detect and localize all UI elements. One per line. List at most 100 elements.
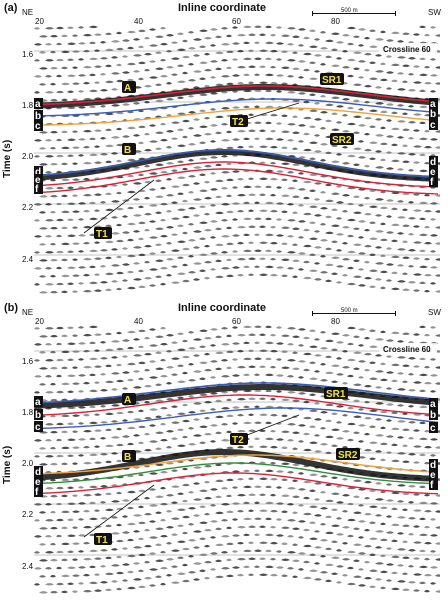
trace-trough xyxy=(50,398,58,402)
trace-trough xyxy=(111,372,120,375)
trace-trough xyxy=(375,578,382,581)
trace-trough xyxy=(83,81,90,85)
trace-trough xyxy=(314,578,322,581)
trace-trough xyxy=(358,440,364,443)
trace-trough xyxy=(243,57,252,61)
trace-trough xyxy=(61,210,70,214)
trace-trough xyxy=(424,333,430,337)
trace-trough xyxy=(397,152,406,155)
trace-trough xyxy=(127,174,134,178)
trace-trough xyxy=(380,270,388,274)
trace-trough xyxy=(215,335,222,339)
trace-trough xyxy=(419,153,426,157)
trace-trough xyxy=(243,405,250,409)
trace-trough xyxy=(72,130,78,133)
trace-trough xyxy=(386,387,392,390)
trace-trough xyxy=(320,410,328,414)
trace-trough xyxy=(276,58,282,61)
trace-trough xyxy=(402,364,410,368)
trace-trough xyxy=(287,551,296,554)
trace-trough xyxy=(402,272,408,276)
trace-trough xyxy=(358,44,364,47)
trace-trough xyxy=(94,589,102,592)
trace-trough xyxy=(166,66,174,69)
trace-trough xyxy=(100,40,106,44)
trace-trough xyxy=(199,393,208,396)
trace-trough xyxy=(45,439,52,442)
trace-trough xyxy=(281,542,288,546)
x-axis-title: Inline coordinate xyxy=(178,302,267,314)
trace-trough xyxy=(380,426,386,430)
trace-trough xyxy=(199,109,206,112)
trace-trough xyxy=(94,333,102,336)
trace-trough xyxy=(94,65,102,68)
trace-trough xyxy=(127,522,136,526)
trace-trough xyxy=(50,130,58,134)
trace-trough xyxy=(397,104,404,107)
trace-trough xyxy=(276,170,284,173)
trace-trough xyxy=(171,281,180,284)
y-tick: 2.0 xyxy=(22,152,34,161)
trace-trough xyxy=(122,247,128,250)
direction-right: SW xyxy=(428,8,441,17)
trace-trough xyxy=(353,147,362,150)
trace-trough xyxy=(72,242,80,245)
trace-trough xyxy=(100,280,108,284)
trace-trough xyxy=(94,145,100,148)
trace-trough xyxy=(248,65,256,69)
trace-trough xyxy=(155,431,164,434)
trace-trough xyxy=(226,274,234,278)
trace-trough xyxy=(193,134,202,137)
trace-trough xyxy=(39,83,46,86)
trace-trough xyxy=(353,51,362,54)
trace-trough xyxy=(243,73,250,77)
trace-trough xyxy=(116,223,122,227)
trace-trough xyxy=(215,195,222,199)
trace-trough xyxy=(100,152,108,156)
trace-trough xyxy=(116,271,124,275)
label-A-bg xyxy=(122,81,136,93)
trace-trough xyxy=(199,425,208,428)
trace-trough xyxy=(331,332,340,335)
trace-trough xyxy=(336,485,342,488)
trace-trough xyxy=(364,276,372,280)
trace-trough xyxy=(78,422,84,425)
trace-trough xyxy=(430,358,436,361)
trace-trough xyxy=(397,372,404,375)
label-SR1-bg xyxy=(324,387,348,399)
trace-trough xyxy=(380,410,388,414)
trace-trough xyxy=(391,443,398,447)
trace-trough xyxy=(380,222,386,226)
trace-trough xyxy=(210,344,216,347)
trace-trough xyxy=(232,58,238,61)
x-tick: 80 xyxy=(331,317,340,326)
trace-trough xyxy=(424,289,430,293)
trace-trough xyxy=(298,568,304,571)
trace-trough xyxy=(248,129,256,133)
trace-trough xyxy=(56,202,62,206)
trace-trough xyxy=(331,224,340,227)
trace-trough xyxy=(325,199,334,203)
trace-trough xyxy=(386,355,392,358)
trace-trough xyxy=(67,26,74,29)
trace-trough xyxy=(248,573,254,577)
trace-trough xyxy=(353,35,360,38)
trace-trough xyxy=(210,360,218,363)
trace-trough xyxy=(243,185,252,189)
trace-trough xyxy=(210,568,216,571)
trace-trough xyxy=(353,275,362,278)
trace-trough xyxy=(78,406,86,409)
trace-trough xyxy=(78,250,84,253)
trace-trough xyxy=(287,535,294,538)
crossline-bg xyxy=(379,43,437,54)
trace-trough xyxy=(364,352,372,356)
trace-trough xyxy=(177,572,186,575)
trace-trough xyxy=(177,128,184,131)
trace-trough xyxy=(39,559,48,562)
trace-trough xyxy=(292,51,298,55)
trace-trough xyxy=(83,161,92,165)
trace-trough xyxy=(391,31,400,35)
trace-trough xyxy=(391,331,400,335)
trace-trough xyxy=(408,248,416,252)
trace-trough xyxy=(408,40,414,44)
